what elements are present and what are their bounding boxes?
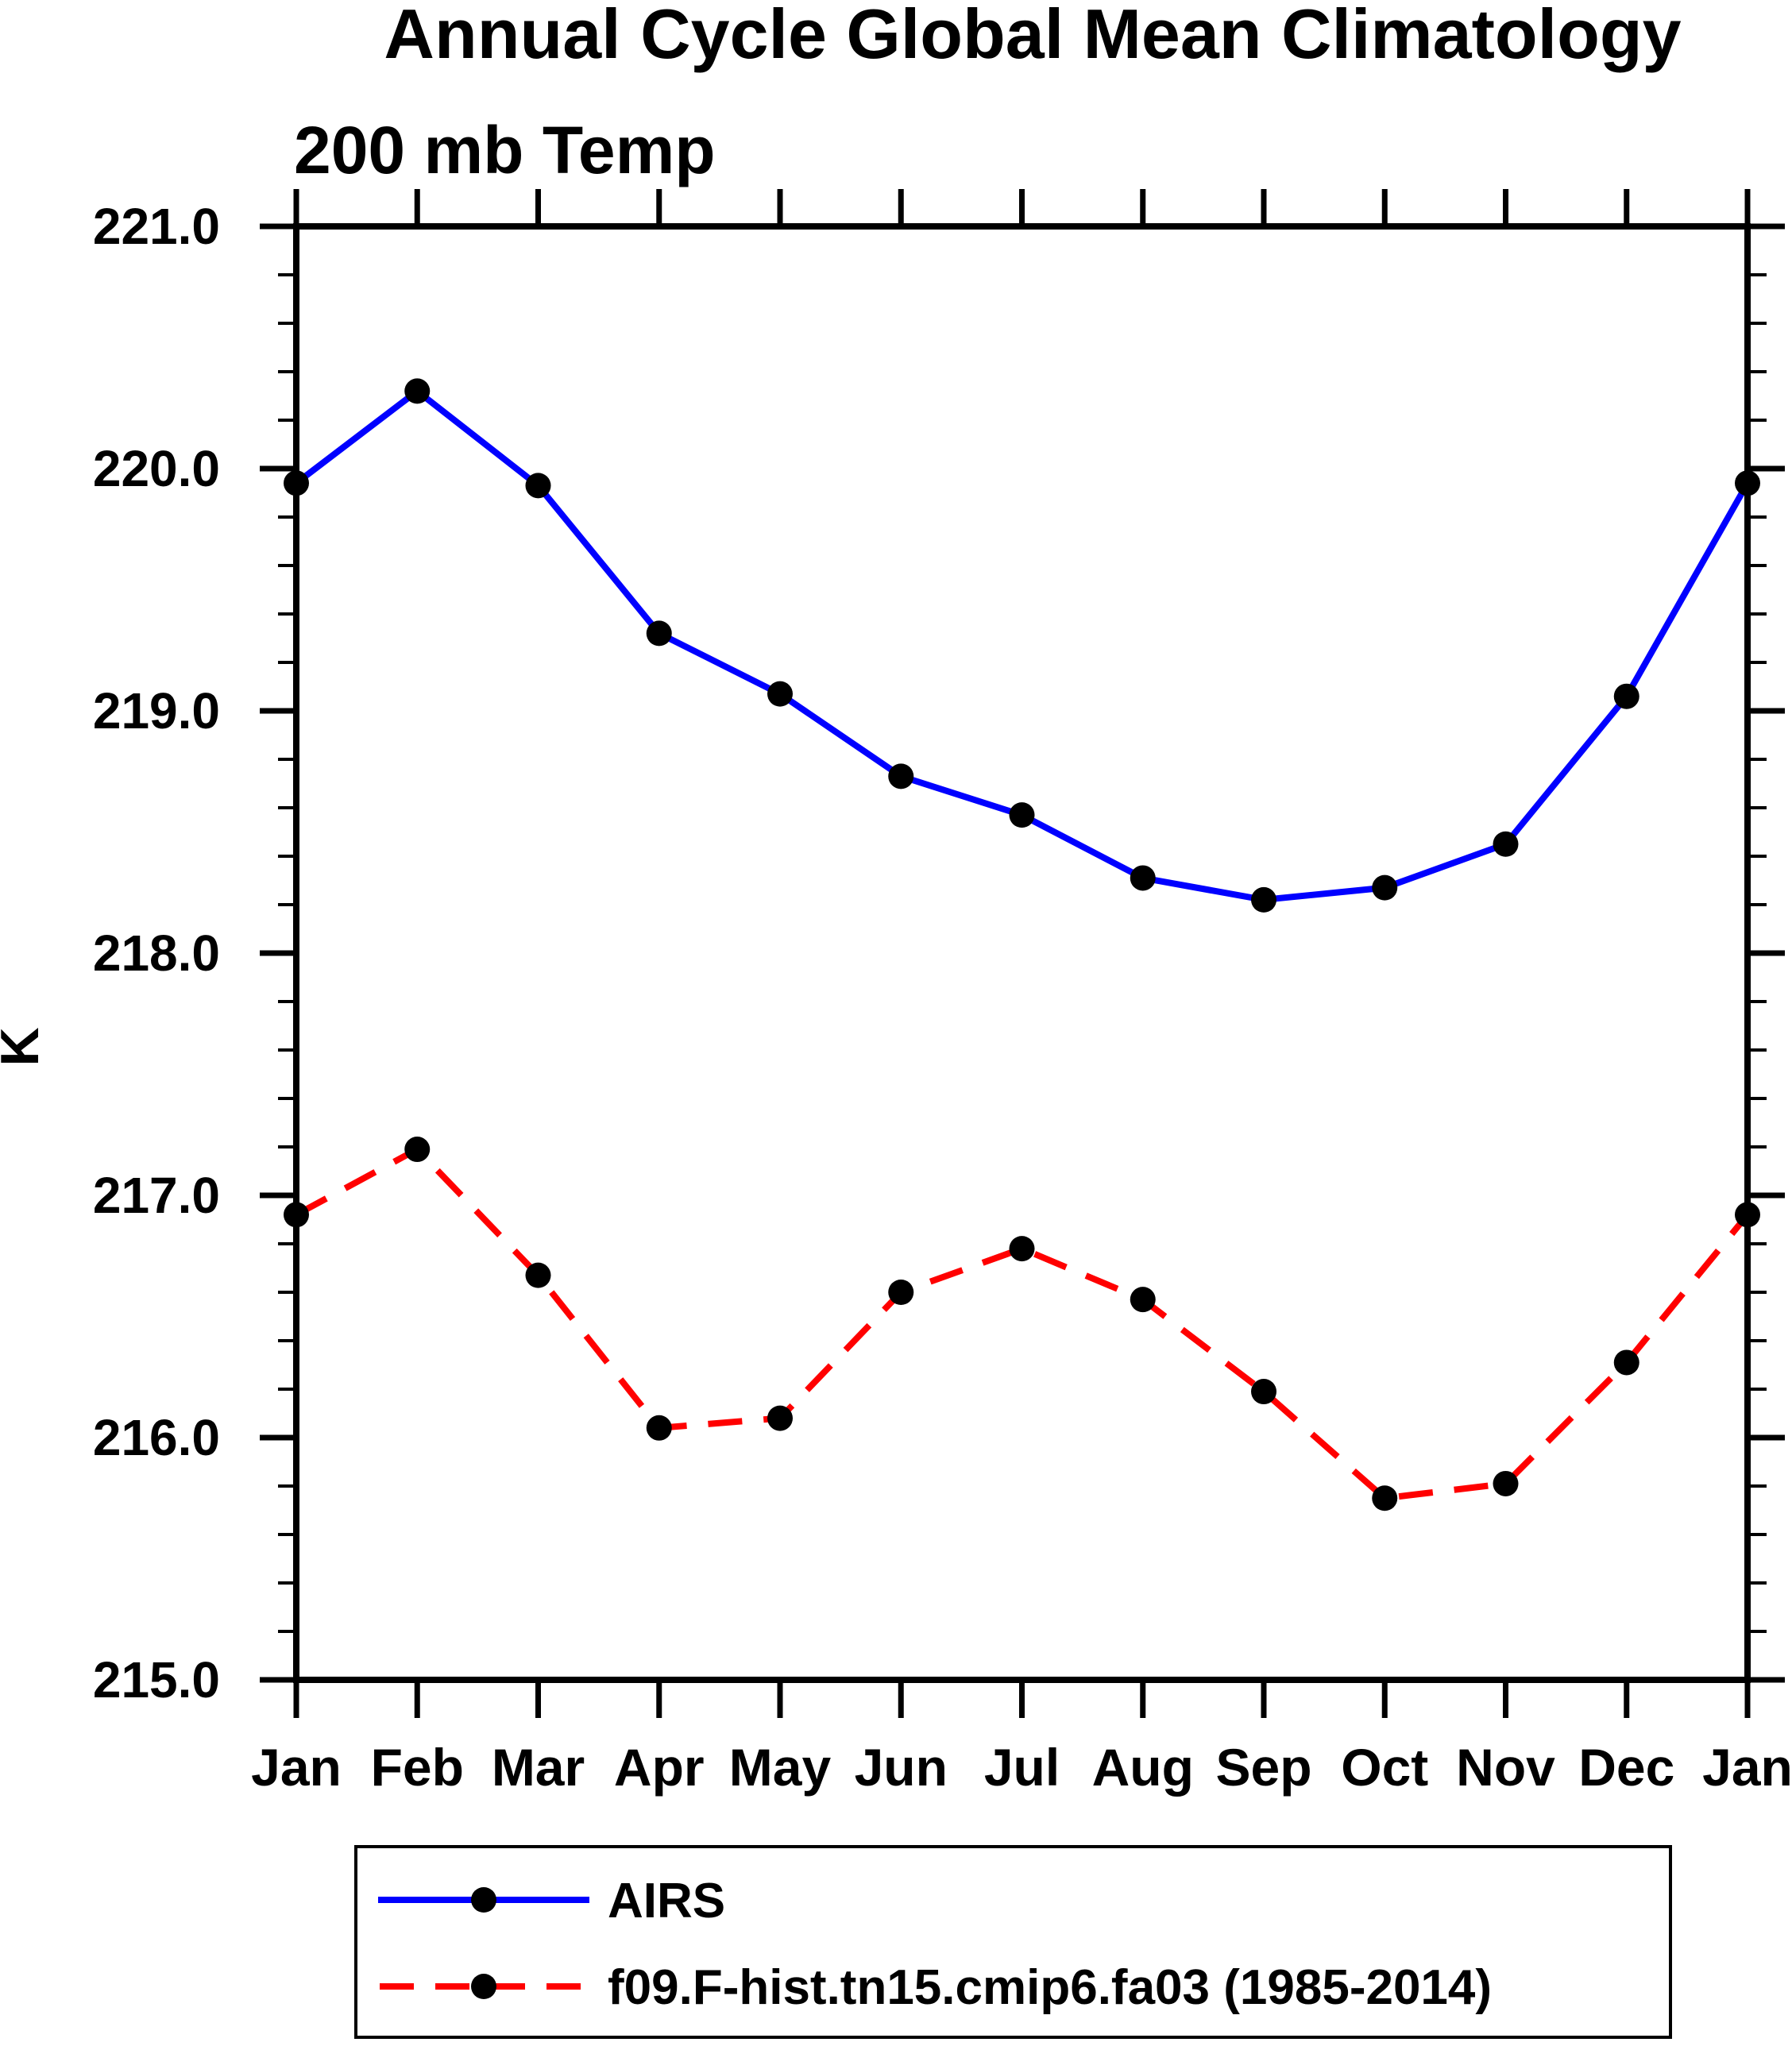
model-data-point bbox=[284, 1202, 309, 1228]
y-tick-label: 220.0 bbox=[93, 440, 220, 497]
model-data-point bbox=[1493, 1470, 1519, 1496]
chart-title: Annual Cycle Global Mean Climatology bbox=[384, 0, 1681, 73]
plot-series bbox=[284, 378, 1760, 1511]
model-data-point bbox=[767, 1405, 793, 1431]
model-data-point bbox=[1009, 1236, 1035, 1262]
airs-data-point bbox=[1613, 683, 1639, 709]
model-data-point bbox=[1735, 1202, 1760, 1228]
y-tick-label: 219.0 bbox=[93, 682, 220, 739]
airs-data-point bbox=[646, 620, 672, 647]
month-label: Jun bbox=[855, 1738, 948, 1797]
model-line bbox=[295, 1145, 1751, 1502]
y-tick-label: 221.0 bbox=[93, 198, 220, 255]
legend-border bbox=[354, 1845, 1672, 2039]
month-label: Aug bbox=[1092, 1738, 1194, 1797]
y-axis-title: K bbox=[0, 1027, 50, 1066]
model-data-point bbox=[1613, 1349, 1639, 1376]
legend-marker-airs bbox=[471, 1887, 496, 1913]
axes-and-ticks: Jan Feb Mar Apr May Jun Jul Aug Sep Oct Nov Dec Jan 2… bbox=[93, 189, 1792, 1797]
airs-data-point bbox=[1493, 831, 1519, 857]
month-label: Feb bbox=[371, 1738, 464, 1797]
model-data-point bbox=[1251, 1379, 1276, 1405]
model-data-point bbox=[404, 1137, 431, 1163]
month-label: Mar bbox=[492, 1738, 585, 1797]
y-tick-label: 215.0 bbox=[93, 1651, 220, 1708]
legend-label-airs: AIRS bbox=[608, 1874, 725, 1928]
airs-data-point bbox=[1130, 865, 1156, 891]
month-label: Oct bbox=[1341, 1738, 1428, 1797]
y-tick-label: 216.0 bbox=[93, 1409, 220, 1466]
airs-data-point bbox=[888, 763, 914, 789]
legend-marker-model bbox=[471, 1974, 496, 1999]
model-data-point bbox=[525, 1262, 551, 1288]
month-label: Jan bbox=[251, 1738, 342, 1797]
airs-data-point bbox=[767, 681, 793, 707]
chart-subtitle: 200 mb Temp bbox=[294, 113, 716, 187]
month-label: Dec bbox=[1578, 1738, 1674, 1797]
airs-data-point bbox=[284, 470, 309, 496]
y-tick-label: 217.0 bbox=[93, 1167, 220, 1224]
legend: AIRS f09.F-hist.tn15.cmip6.fa03 (1985-20… bbox=[354, 1845, 1672, 2039]
model-data-point bbox=[1372, 1485, 1398, 1511]
model-data-point bbox=[646, 1415, 672, 1441]
legend-label-model: f09.F-hist.tn15.cmip6.fa03 (1985-2014) bbox=[608, 1960, 1492, 2015]
month-label: Jul bbox=[984, 1738, 1060, 1797]
month-label: Sep bbox=[1215, 1738, 1311, 1797]
airs-data-point bbox=[1009, 802, 1035, 828]
airs-data-point bbox=[1735, 470, 1760, 496]
month-label: Nov bbox=[1456, 1738, 1555, 1797]
y-tick-label: 218.0 bbox=[93, 925, 220, 982]
airs-data-point bbox=[404, 378, 431, 404]
airs-data-point bbox=[525, 473, 551, 499]
airs-data-point bbox=[1251, 886, 1276, 913]
airs-data-point bbox=[1372, 874, 1398, 901]
month-label: Jan bbox=[1702, 1738, 1792, 1797]
model-data-point bbox=[1130, 1287, 1156, 1313]
model-data-point bbox=[888, 1280, 914, 1305]
month-label: Apr bbox=[614, 1738, 705, 1797]
month-label: May bbox=[729, 1738, 832, 1797]
